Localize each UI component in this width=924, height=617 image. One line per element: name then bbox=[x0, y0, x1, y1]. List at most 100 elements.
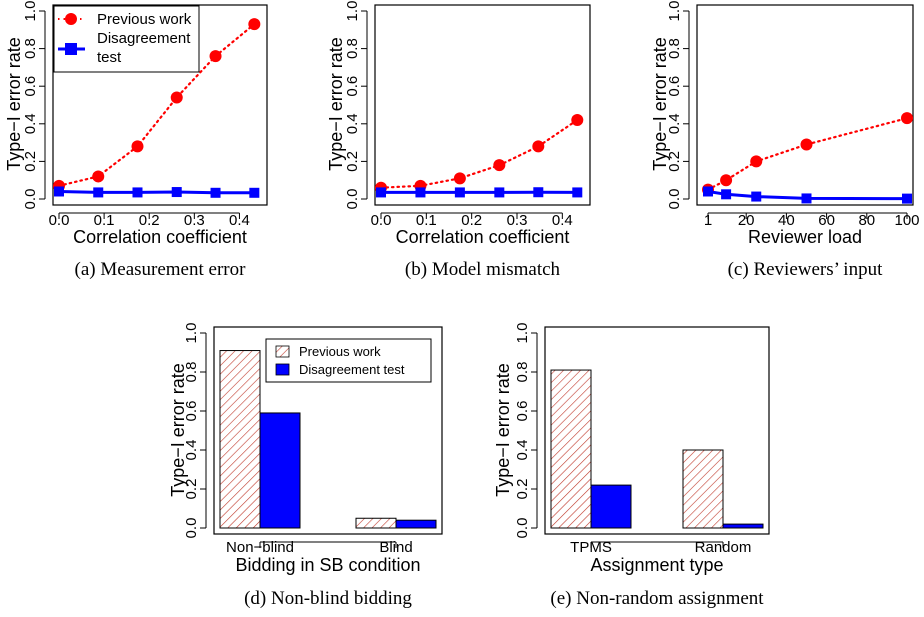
data-point bbox=[801, 193, 812, 204]
data-point bbox=[720, 174, 733, 187]
x-axis-label: Bidding in SB condition bbox=[235, 555, 420, 575]
series-line bbox=[58, 190, 255, 195]
data-point bbox=[171, 187, 182, 198]
y-tick-label: 0.2 bbox=[514, 479, 531, 500]
y-tick-label: 0.8 bbox=[666, 38, 683, 59]
data-point bbox=[454, 187, 465, 198]
x-tick-label: 0.1 bbox=[94, 212, 115, 229]
series-disagreement-test bbox=[54, 186, 260, 198]
y-tick-label: 1.0 bbox=[666, 1, 683, 22]
data-point bbox=[170, 91, 183, 104]
y-tick-label: 0.6 bbox=[514, 401, 531, 422]
x-tick-label: 100 bbox=[894, 212, 919, 229]
legend-box bbox=[265, 338, 432, 383]
bar-previous-work bbox=[682, 449, 724, 529]
x-tick-label: 80 bbox=[858, 212, 875, 229]
x-tick-label: 0.0 bbox=[371, 212, 392, 229]
y-tick-label: 0.0 bbox=[514, 518, 531, 539]
data-point bbox=[572, 187, 583, 198]
data-point bbox=[800, 138, 813, 151]
plot-frame bbox=[52, 4, 268, 206]
data-point bbox=[131, 140, 144, 153]
y-tick-label: 0.2 bbox=[666, 151, 683, 172]
y-tick-label: 0.6 bbox=[22, 76, 39, 97]
x-axis-label: Reviewer load bbox=[748, 227, 862, 247]
panel-a: 0.0 0.2 0.4 0.6 0.8 1.0 Type−I error rate Corre… bbox=[4, 1, 268, 280]
y-tick-label: 0.6 bbox=[666, 76, 683, 97]
data-point bbox=[901, 112, 913, 125]
data-point bbox=[902, 193, 912, 204]
subfigure-caption: (b) Model mismatch bbox=[405, 259, 561, 280]
data-point bbox=[571, 114, 584, 127]
data-point bbox=[415, 187, 426, 198]
y-tick-label: 1.0 bbox=[183, 323, 200, 344]
y-tick-label: 0.4 bbox=[22, 113, 39, 134]
legend-label-disagreement: Disagreement test bbox=[299, 362, 405, 377]
data-point bbox=[493, 159, 506, 172]
series-disagreement-test bbox=[376, 187, 583, 198]
x-tick-label: 60 bbox=[818, 212, 835, 229]
bar-disagreement-test bbox=[259, 412, 301, 529]
x-tick-label: 0.2 bbox=[461, 212, 482, 229]
x-tick-label: 1 bbox=[704, 212, 712, 229]
data-point bbox=[703, 186, 714, 197]
bar-previous-work bbox=[550, 369, 592, 529]
y-tick-label: 0.0 bbox=[22, 189, 39, 210]
panel-e: 0.0 0.2 0.4 0.6 0.8 1.0 Type−I error rate Assig… bbox=[493, 323, 770, 609]
y-axis-label: Type−I error rate bbox=[650, 37, 670, 171]
data-point bbox=[132, 187, 143, 198]
y-tick-label: 0.2 bbox=[344, 151, 361, 172]
x-tick-label: 20 bbox=[738, 212, 755, 229]
plot-frame bbox=[696, 4, 914, 206]
data-point bbox=[533, 187, 544, 198]
data-point bbox=[751, 191, 762, 202]
y-tick-label: 0.8 bbox=[344, 38, 361, 59]
legend-swatch-previous bbox=[275, 345, 290, 358]
data-point bbox=[92, 170, 105, 183]
legend: Previous work Disagreement test bbox=[265, 338, 432, 383]
legend: Previous work Disagreement test bbox=[53, 5, 200, 73]
legend-swatch-disagreement bbox=[275, 363, 290, 376]
panel-b: 0.0 0.2 0.4 0.6 0.8 1.0 Type−I error rate Corre… bbox=[326, 1, 591, 280]
x-tick-label: 0.1 bbox=[416, 212, 437, 229]
bar-disagreement-test bbox=[590, 484, 632, 529]
subfigure-caption: (a) Measurement error bbox=[75, 259, 247, 280]
data-point bbox=[249, 187, 260, 198]
y-tick-label: 0.0 bbox=[344, 189, 361, 210]
y-tick-label: 0.6 bbox=[344, 76, 361, 97]
legend-label-disagreement: Disagreement test bbox=[97, 30, 191, 66]
y-tick-label: 0.4 bbox=[344, 113, 361, 134]
series-line bbox=[706, 117, 909, 191]
y-tick-label: 0.0 bbox=[666, 189, 683, 210]
series-disagreement-test bbox=[703, 186, 912, 204]
plot-frame bbox=[374, 4, 591, 206]
data-point bbox=[248, 18, 261, 31]
y-tick-label: 0.4 bbox=[183, 440, 200, 461]
series-previous-work bbox=[375, 114, 584, 194]
subfigure-caption: (e) Non-random assignment bbox=[550, 588, 764, 609]
data-point bbox=[376, 187, 386, 198]
x-axis-label: Correlation coefficient bbox=[73, 227, 247, 247]
bar-previous-work bbox=[355, 517, 397, 529]
y-tick-label: 0.4 bbox=[666, 113, 683, 134]
legend-marker-previous bbox=[65, 13, 77, 25]
series-line bbox=[379, 118, 579, 189]
x-tick-label: 0.3 bbox=[184, 212, 205, 229]
y-axis-label: Type−I error rate bbox=[4, 37, 24, 171]
series-line bbox=[57, 23, 256, 187]
y-axis-label: Type−I error rate bbox=[493, 363, 513, 497]
data-point bbox=[54, 186, 64, 197]
data-point bbox=[532, 140, 545, 153]
y-tick-label: 0.8 bbox=[514, 362, 531, 383]
y-tick-label: 0.6 bbox=[183, 401, 200, 422]
data-point bbox=[721, 189, 732, 200]
y-tick-label: 0.4 bbox=[514, 440, 531, 461]
subfigure-caption: (c) Reviewers’ input bbox=[728, 259, 883, 280]
x-tick-label: 40 bbox=[778, 212, 795, 229]
y-tick-label: 1.0 bbox=[514, 323, 531, 344]
y-tick-label: 1.0 bbox=[22, 1, 39, 22]
legend-box bbox=[53, 5, 200, 73]
x-axis-label: Assignment type bbox=[590, 555, 723, 575]
x-tick-label: 0.0 bbox=[49, 212, 70, 229]
